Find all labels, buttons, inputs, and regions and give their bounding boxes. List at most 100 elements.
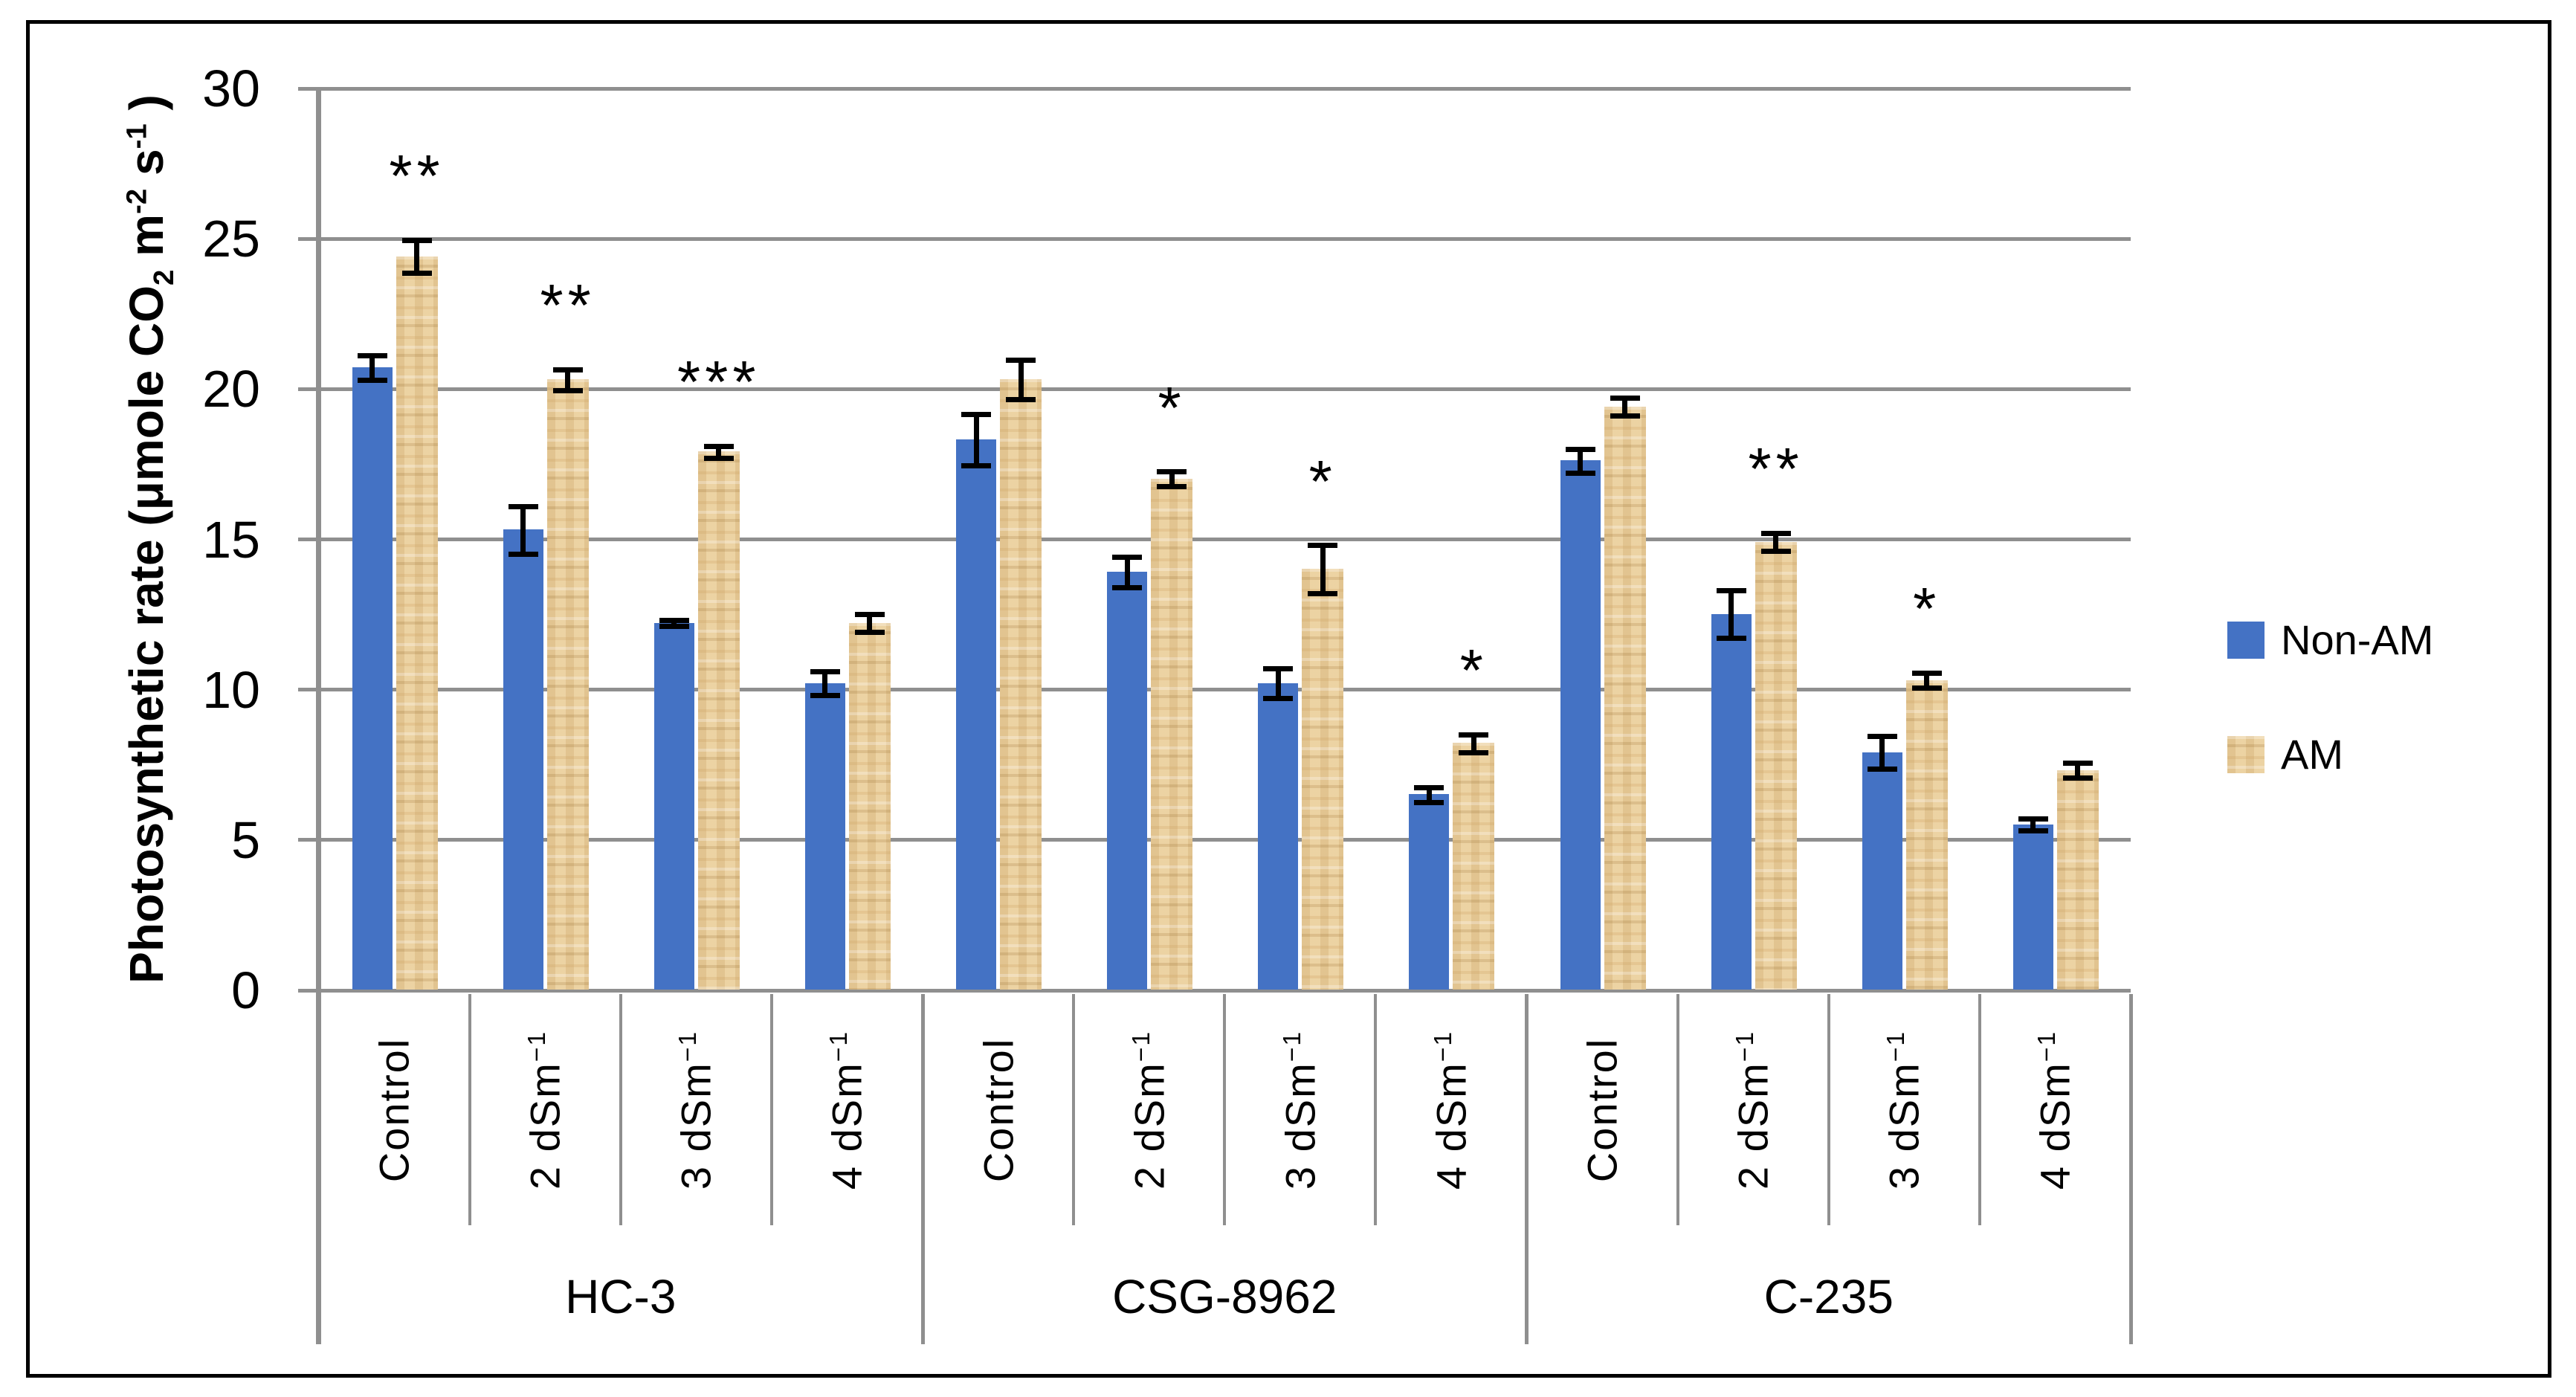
error-bar-cap <box>1867 733 1897 739</box>
treatment-label: 4 dSm−1 <box>823 1030 871 1190</box>
legend-item-am: AM <box>2227 734 2343 775</box>
error-bar-cap <box>703 455 734 461</box>
gridline <box>298 236 2131 241</box>
error-bar-cap <box>810 668 840 674</box>
y-tick-label: 15 <box>202 510 260 569</box>
treatment-label-superscript: −1 <box>1127 1030 1155 1062</box>
treatment-label-cell: Control <box>319 994 470 1225</box>
error-bar-cap <box>1911 685 1942 691</box>
bar-non-am <box>1107 572 1148 990</box>
bar-non-am <box>1711 613 1752 990</box>
error-bar-cap <box>810 693 840 699</box>
sig-label: *** <box>677 349 761 416</box>
error-bar-cap <box>1716 587 1746 593</box>
treatment-label: Control <box>975 1037 1022 1182</box>
error-bar-cap <box>1308 590 1338 596</box>
error-bar-line <box>973 414 979 466</box>
error-bar-line <box>1169 471 1175 487</box>
treatment-label-superscript: −1 <box>1429 1030 1457 1062</box>
error-bar-cap <box>659 618 689 624</box>
treatment-separator <box>1072 994 1076 1225</box>
treatment-label-superscript: −1 <box>523 1030 552 1062</box>
error-bar-line <box>2030 819 2036 831</box>
treatment-label-cell: 4 dSm−1 <box>772 994 923 1225</box>
gridline <box>298 838 2131 842</box>
treatment-label: Control <box>1578 1037 1626 1182</box>
treatment-separator <box>1978 994 1981 1225</box>
error-bar-line <box>1275 668 1281 699</box>
error-bar-cap <box>2062 761 2093 767</box>
error-bar-cap <box>401 271 432 277</box>
error-bar-cap <box>1760 549 1791 555</box>
bar-am <box>1905 680 1948 990</box>
bar-am <box>1302 568 1344 990</box>
error-bar-cap <box>1263 665 1294 671</box>
error-bar-cap <box>961 412 991 418</box>
treatment-label: 2 dSm−1 <box>1729 1030 1777 1190</box>
group-separator <box>2128 994 2133 1344</box>
error-bar-line <box>671 620 677 627</box>
gridline <box>298 86 2131 91</box>
treatment-separator <box>769 994 773 1225</box>
error-bar-cap <box>1459 732 1489 738</box>
treatment-label-cell: 4 dSm−1 <box>1980 994 2131 1225</box>
bar-non-am <box>1409 794 1450 990</box>
error-bar-line <box>1578 449 1583 474</box>
error-bar-line <box>1622 398 1627 416</box>
error-bar-cap <box>961 462 991 468</box>
sig-label: * <box>1459 637 1488 704</box>
error-bar-cap <box>1565 446 1595 452</box>
error-bar-cap <box>508 503 538 509</box>
treatment-label-cell: 3 dSm−1 <box>621 994 772 1225</box>
group-label: C-235 <box>1763 1270 1894 1323</box>
treatment-separator <box>1676 994 1679 1225</box>
error-bar-line <box>1924 673 1930 688</box>
bar-am <box>1151 478 1193 990</box>
sig-label: * <box>1913 575 1941 642</box>
treatment-label-cell: 3 dSm−1 <box>1224 994 1375 1225</box>
error-bar-cap <box>508 552 538 558</box>
treatment-label-cell: Control <box>1527 994 1678 1225</box>
error-bar-cap <box>1157 484 1187 490</box>
y-tick-label: 10 <box>202 660 260 719</box>
error-bar-cap <box>1716 636 1746 642</box>
treatment-label-cell: 2 dSm−1 <box>1074 994 1224 1225</box>
error-bar-cap <box>1911 670 1942 676</box>
y-tick-label: 20 <box>202 360 260 419</box>
non-am-swatch-icon <box>2227 622 2265 659</box>
bar-am <box>2056 770 2099 990</box>
treatment-label-superscript: −1 <box>1882 1030 1911 1062</box>
treatment-label: 3 dSm−1 <box>1276 1030 1324 1190</box>
error-bar-line <box>520 506 526 555</box>
group-label: HC-3 <box>565 1270 677 1323</box>
bar-am <box>1453 743 1495 990</box>
error-bar-cap <box>357 353 387 359</box>
error-bar-line <box>716 446 722 459</box>
error-bar-line <box>1426 787 1432 803</box>
error-bar-cap <box>854 612 885 618</box>
sig-label: ** <box>540 272 595 339</box>
gridline <box>298 688 2131 692</box>
group-label: CSG-8962 <box>1112 1270 1337 1323</box>
treatment-label-superscript: −1 <box>2033 1030 2062 1062</box>
error-bar-cap <box>1112 584 1143 590</box>
error-bar-cap <box>1610 413 1640 419</box>
treatment-label-superscript: −1 <box>825 1030 853 1062</box>
treatment-label-cell: 3 dSm−1 <box>1829 994 1980 1225</box>
gridline <box>298 387 2131 391</box>
error-bar-cap <box>2018 816 2048 822</box>
error-bar-line <box>414 240 419 274</box>
error-bar-cap <box>1006 358 1036 364</box>
gridline <box>298 988 2131 993</box>
treatment-label: 2 dSm−1 <box>1126 1030 1173 1190</box>
sig-label: * <box>1158 374 1186 441</box>
bar-non-am <box>804 683 845 990</box>
treatment-label-cell: Control <box>923 994 1074 1225</box>
error-bar-line <box>1728 590 1734 639</box>
error-bar-cap <box>357 377 387 383</box>
bar-non-am <box>2012 824 2053 990</box>
error-bar-cap <box>703 443 734 449</box>
treatment-separator <box>468 994 471 1225</box>
treatment-label-cell: 2 dSm−1 <box>1678 994 1829 1225</box>
error-bar-line <box>369 355 375 381</box>
